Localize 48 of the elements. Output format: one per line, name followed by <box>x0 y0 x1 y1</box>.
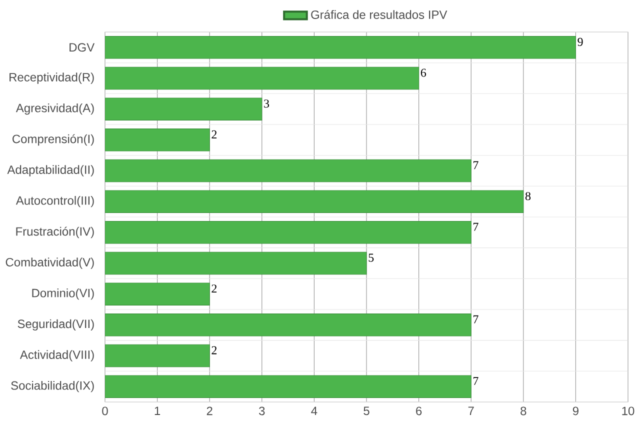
bar <box>105 282 210 306</box>
y-tick-label: Adaptabilidad(II) <box>7 165 94 176</box>
bar <box>105 221 472 244</box>
data-label: 2 <box>212 130 217 138</box>
data-label: 9 <box>578 38 583 46</box>
x-tick-label: 8 <box>520 406 526 416</box>
x-tick-label: 4 <box>311 406 318 415</box>
y-tick-label: Dominio(VI) <box>32 288 94 300</box>
y-tick-label: DGV <box>70 43 95 52</box>
bar <box>105 344 210 368</box>
data-label: 5 <box>368 254 374 262</box>
x-tick-label: 3 <box>259 406 265 416</box>
data-label: 6 <box>420 68 426 77</box>
data-label: 2 <box>212 284 217 293</box>
bar <box>105 66 420 90</box>
bar <box>105 159 472 182</box>
data-label: 3 <box>264 100 270 108</box>
x-tick-label: 10 <box>622 406 634 416</box>
data-label: 8 <box>525 192 531 200</box>
data-label: 7 <box>473 222 478 231</box>
x-tick-label: 2 <box>206 406 212 416</box>
data-label: 2 <box>212 346 217 354</box>
y-tick-label: Agresividad(A) <box>16 103 94 115</box>
y-tick-label: Autocontrol(III) <box>16 196 94 208</box>
bar <box>105 98 262 120</box>
x-tick-label: 9 <box>572 406 578 416</box>
y-tick-label: Receptividad(R) <box>10 72 94 84</box>
bar <box>105 128 210 152</box>
x-tick-label: 7 <box>468 406 474 415</box>
bar <box>105 375 472 398</box>
x-tick-label: 0 <box>102 406 108 416</box>
x-tick-label: 1 <box>154 406 160 415</box>
y-tick-label: Combatividad(V) <box>6 258 94 269</box>
data-label: 7 <box>473 161 478 170</box>
bar <box>105 190 524 213</box>
data-label: 7 <box>473 315 478 324</box>
data-label: 7 <box>473 377 478 385</box>
y-tick-label: Seguridad(VII) <box>18 319 94 330</box>
bar <box>105 314 472 336</box>
bar <box>105 36 576 59</box>
y-tick-label: Frustración(IV) <box>16 226 94 238</box>
legend-label: Gráfica de resultados IPV <box>311 10 448 19</box>
x-tick-label: 5 <box>364 406 370 416</box>
bar <box>105 252 367 275</box>
y-tick-label: Comprensión(I) <box>12 134 94 146</box>
x-tick-label: 6 <box>416 406 422 416</box>
y-tick-label: Sociabilidad(IX) <box>11 380 94 392</box>
y-tick-label: Actividad(VIII) <box>20 350 94 362</box>
